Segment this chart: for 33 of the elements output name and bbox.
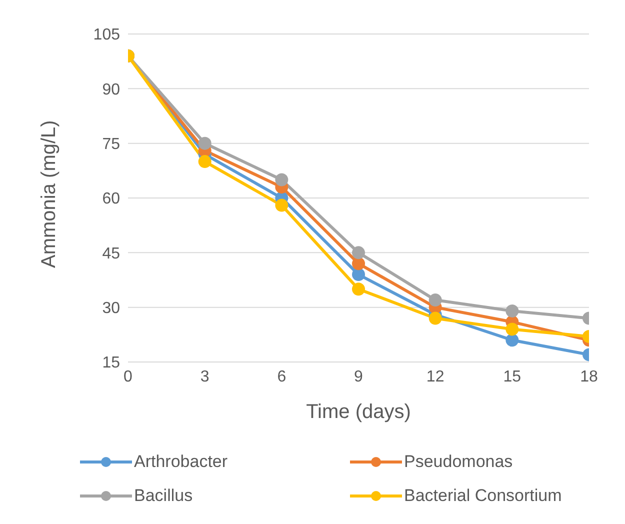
y-tick-label: 15 <box>102 354 120 372</box>
x-tick-label: 0 <box>124 368 133 386</box>
point <box>352 246 365 260</box>
x-tick-label: 12 <box>426 368 444 386</box>
point <box>352 268 365 282</box>
point <box>506 334 519 347</box>
point <box>198 136 212 150</box>
y-tick-label: 30 <box>102 300 120 318</box>
legend-label: Bacillus <box>134 486 193 506</box>
point <box>275 173 288 186</box>
point <box>506 322 519 336</box>
x-axis-title: Time (days) <box>306 401 411 423</box>
point <box>352 257 365 270</box>
legend-label: Bacterial Consortium <box>404 486 562 506</box>
x-tick-label: 15 <box>503 368 522 386</box>
x-tick-label: 3 <box>200 368 210 386</box>
legend-label: Pseudomonas <box>404 452 513 472</box>
y-tick-label: 45 <box>102 245 120 262</box>
y-tick-label: 90 <box>102 81 120 98</box>
y-tick-label: 75 <box>102 136 120 154</box>
point <box>428 294 442 307</box>
x-tick-label: 18 <box>580 368 598 386</box>
y-tick-label: 105 <box>93 26 120 44</box>
legend-label: Arthrobacter <box>134 452 228 472</box>
point <box>428 312 442 325</box>
y-tick-label: 60 <box>102 190 120 208</box>
point <box>506 304 519 318</box>
point <box>275 198 288 212</box>
point <box>198 155 212 168</box>
y-axis-title: Ammonia (mg/L) <box>38 120 60 268</box>
x-tick-label: 9 <box>354 368 364 386</box>
x-tick-label: 6 <box>277 368 286 386</box>
point <box>352 282 365 296</box>
